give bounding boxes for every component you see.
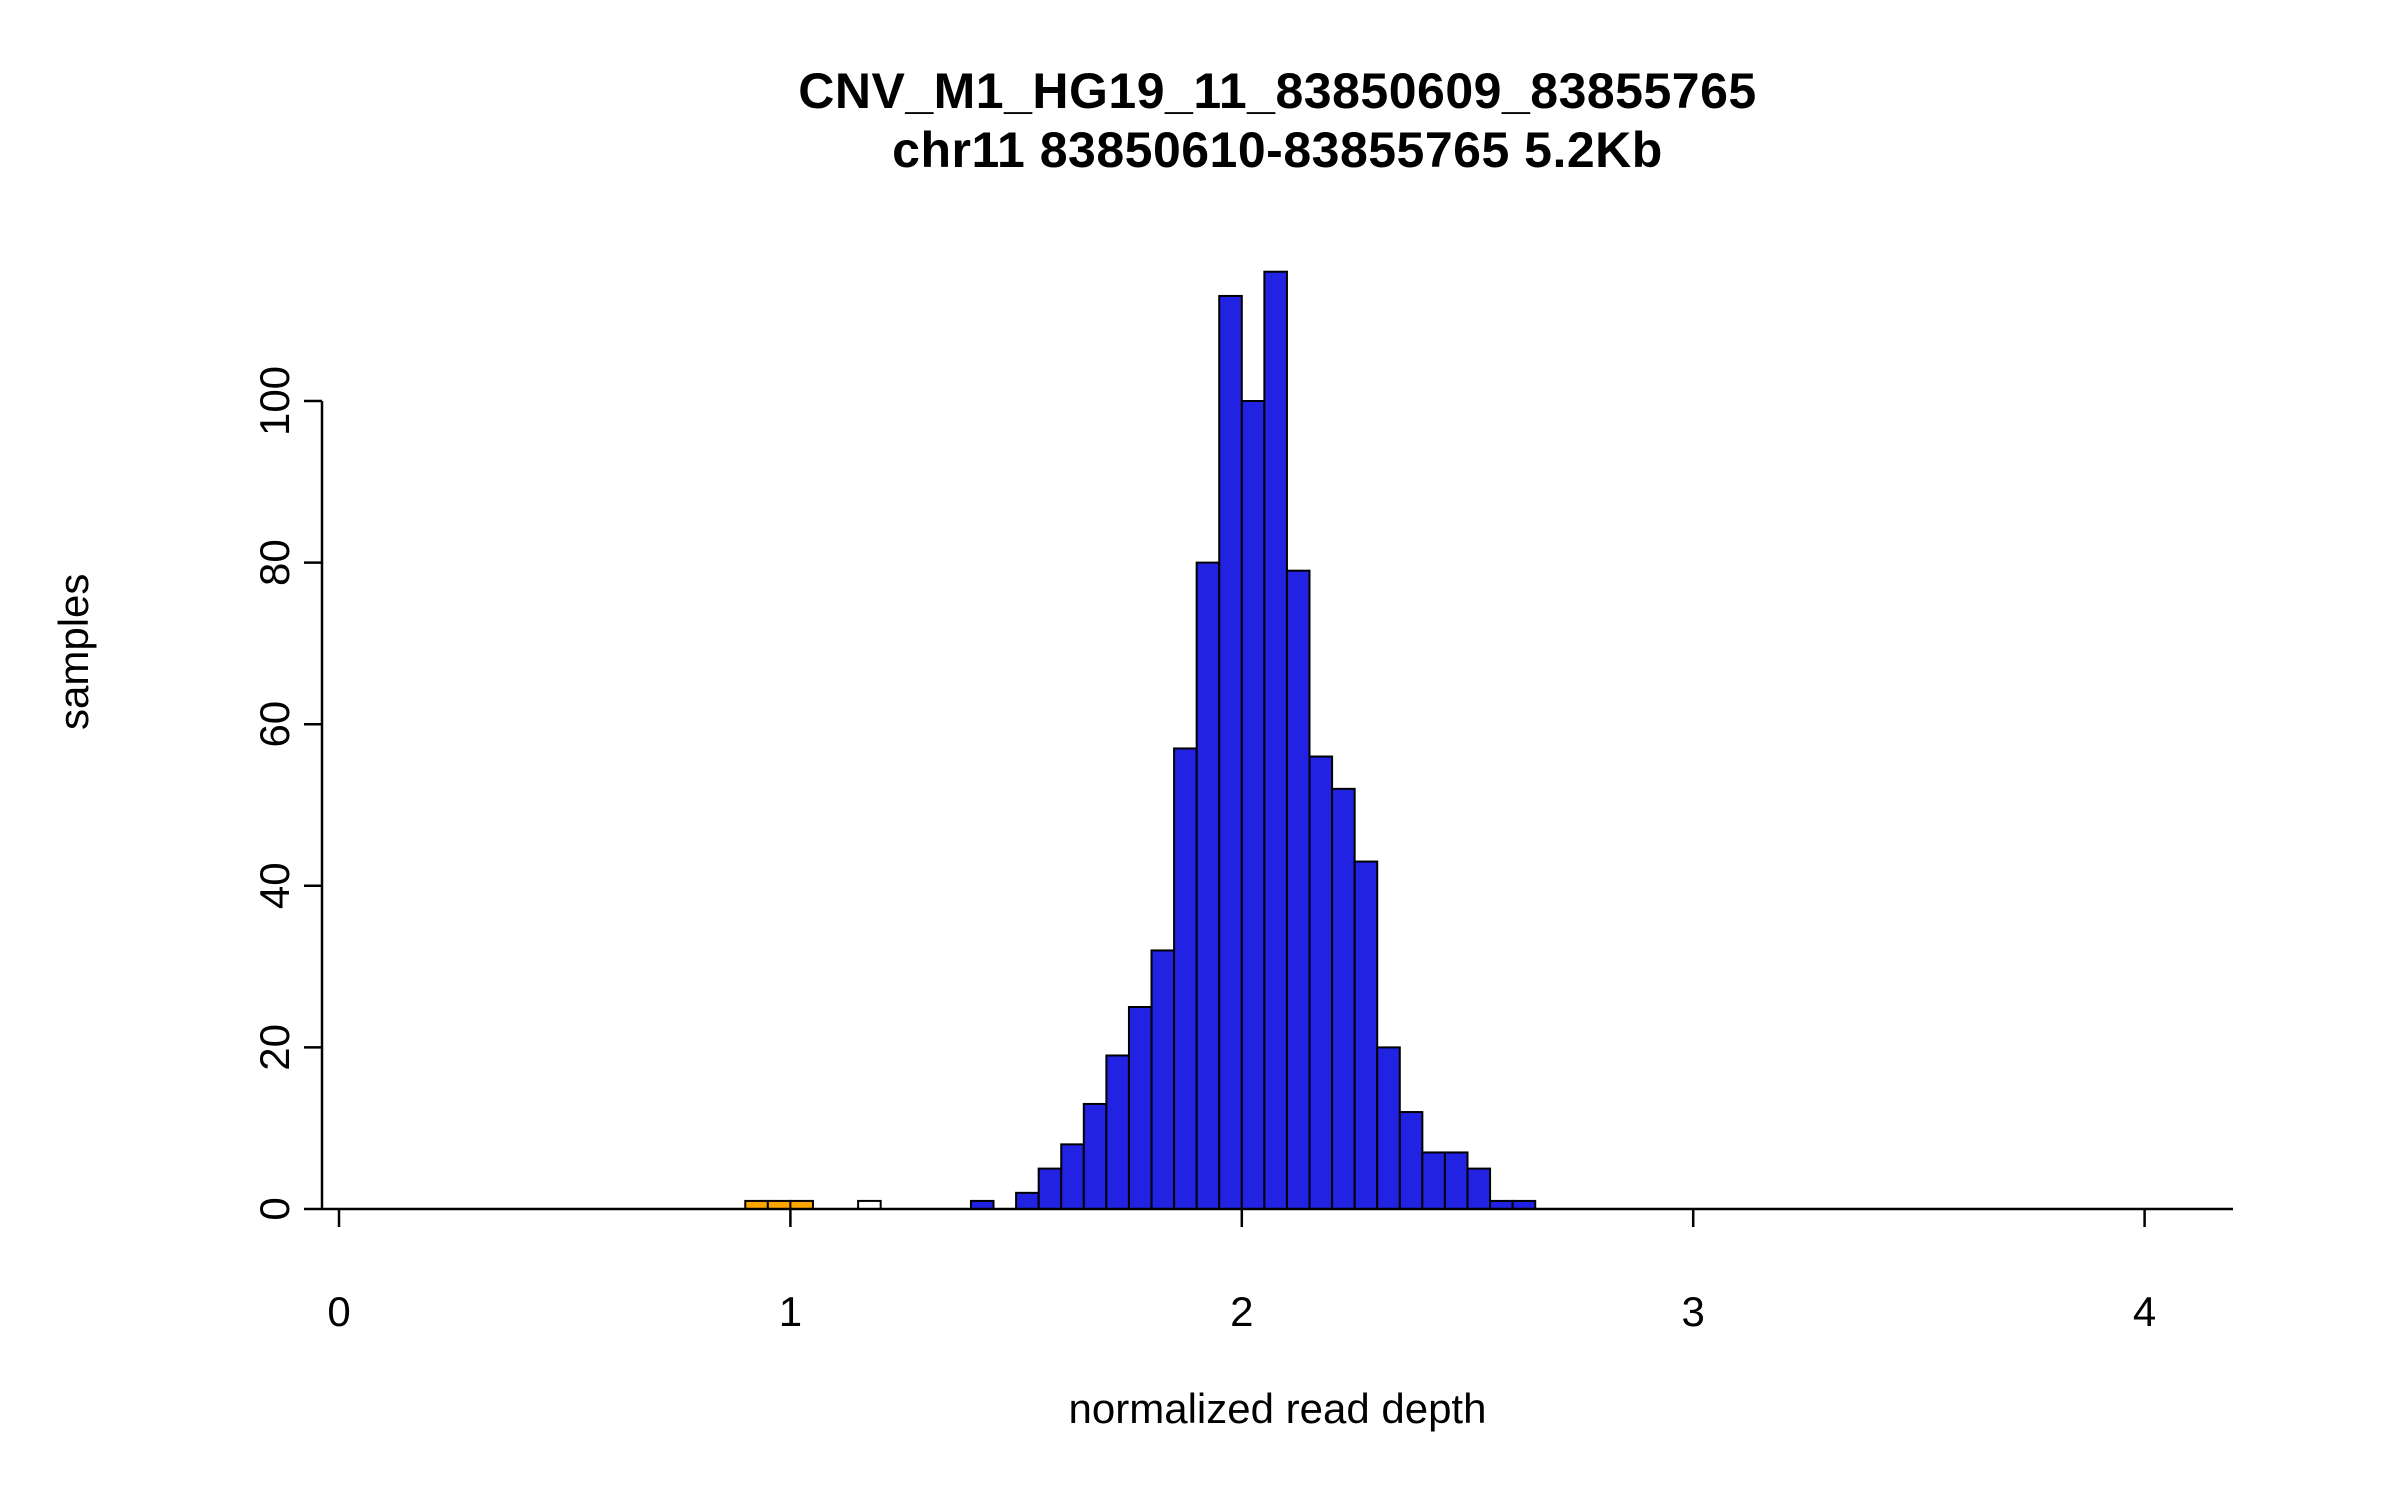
y-tick-label: 0: [251, 1197, 298, 1220]
histogram-bar: [1308, 755, 1334, 1211]
x-tick-label: 2: [1230, 1288, 1253, 1335]
histogram-bar: [1127, 1006, 1153, 1210]
y-tick-label: 20: [251, 1024, 298, 1071]
x-tick-label: 0: [327, 1288, 350, 1335]
y-tick-label: 80: [251, 539, 298, 586]
histogram-bar: [1037, 1167, 1063, 1210]
y-tick-label: 100: [251, 366, 298, 436]
histogram-bar: [1263, 270, 1288, 1211]
histogram-bar: [1376, 1046, 1401, 1211]
histogram-bar: [1443, 1151, 1469, 1210]
y-tick-label: 40: [251, 862, 298, 909]
histogram-bars: [744, 270, 1537, 1211]
histogram-bar: [1195, 561, 1221, 1210]
histogram-bar: [1173, 747, 1198, 1210]
chart-title: CNV_M1_HG19_11_83850609_83855765: [798, 63, 1757, 119]
histogram-bar: [1060, 1143, 1085, 1210]
x-axis-label: normalized read depth: [1068, 1385, 1487, 1432]
chart-subtitle: chr11 83850610-83855765 5.2Kb: [892, 122, 1663, 178]
histogram-bar: [1421, 1151, 1446, 1210]
histogram-bar: [1015, 1191, 1040, 1210]
histogram-bar: [1466, 1167, 1492, 1210]
chart-title-block: CNV_M1_HG19_11_83850609_83855765 chr11 8…: [322, 62, 2233, 180]
histogram-bar: [1240, 400, 1266, 1210]
histogram-bar: [1105, 1054, 1130, 1210]
histogram-bar: [1150, 949, 1176, 1210]
x-tick-label: 4: [2133, 1288, 2156, 1335]
histogram-bar: [1353, 860, 1379, 1210]
y-tick-label: 60: [251, 701, 298, 748]
histogram-bar: [1398, 1111, 1424, 1211]
histogram-bar: [1218, 294, 1243, 1210]
histogram-bar: [1331, 787, 1356, 1211]
x-tick-label: 3: [1682, 1288, 1705, 1335]
histogram-bar: [1082, 1102, 1108, 1210]
histogram-bar: [1285, 569, 1311, 1210]
x-tick-label: 1: [779, 1288, 802, 1335]
